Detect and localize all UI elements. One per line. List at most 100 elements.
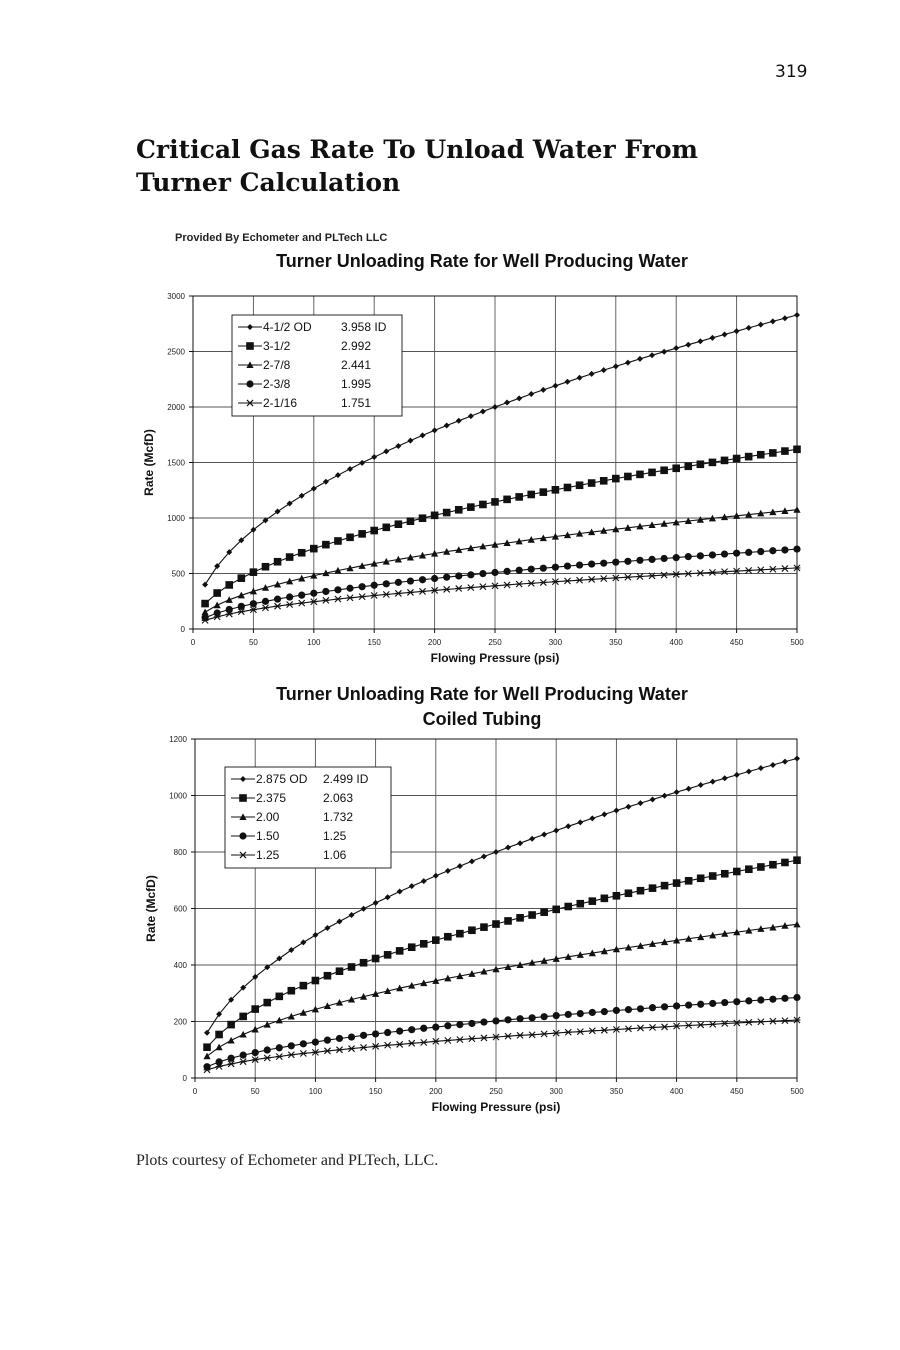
data-point xyxy=(262,517,269,524)
data-point xyxy=(286,577,294,585)
plot-border xyxy=(192,295,798,630)
data-point xyxy=(249,606,257,614)
data-point xyxy=(432,977,440,984)
data-point xyxy=(322,587,330,596)
data-point xyxy=(672,464,680,473)
data-point xyxy=(395,442,402,449)
data-point xyxy=(372,899,379,906)
data-point xyxy=(358,583,366,591)
data-point xyxy=(359,993,368,1000)
data-point xyxy=(299,1049,307,1057)
data-point xyxy=(227,1054,235,1062)
data-point xyxy=(504,917,512,925)
data-point-stroke xyxy=(237,608,245,616)
data-point xyxy=(348,911,355,918)
data-point xyxy=(793,920,801,928)
data-point xyxy=(430,511,439,520)
data-point xyxy=(322,596,330,604)
data-point xyxy=(225,581,234,589)
data-point xyxy=(673,936,681,944)
data-point xyxy=(467,571,475,579)
data-point-stroke xyxy=(709,1020,717,1028)
y-tick-label: 400 xyxy=(174,961,188,970)
data-point-stroke xyxy=(311,1048,319,1056)
plot-border xyxy=(194,738,798,1079)
data-point xyxy=(733,512,741,519)
data-point-stroke xyxy=(697,1021,705,1029)
data-point xyxy=(468,970,476,977)
data-point xyxy=(406,588,414,596)
data-point xyxy=(697,338,704,345)
series-5 xyxy=(203,1016,801,1074)
data-point xyxy=(793,506,801,513)
data-point-stroke xyxy=(372,1042,380,1050)
data-point xyxy=(262,604,269,612)
data-point xyxy=(744,452,753,461)
data-point xyxy=(637,1024,644,1032)
data-point xyxy=(720,513,729,521)
data-point xyxy=(540,908,548,916)
data-point xyxy=(286,593,294,601)
data-point xyxy=(708,551,717,559)
data-point-stroke xyxy=(384,1041,392,1049)
data-point xyxy=(347,1033,356,1041)
data-point xyxy=(757,996,765,1004)
data-point-stroke xyxy=(492,1033,500,1041)
data-point xyxy=(249,600,257,608)
data-point xyxy=(226,549,233,556)
data-point xyxy=(384,1041,392,1049)
chart-coiled-tubing: Turner Unloading Rate for Well Producing… xyxy=(144,684,804,1114)
data-point xyxy=(455,417,462,424)
data-point-stroke xyxy=(432,1037,440,1045)
data-point xyxy=(323,1036,332,1044)
data-point xyxy=(527,490,536,499)
data-point-stroke xyxy=(576,1028,584,1036)
x-tick-label: 400 xyxy=(670,638,684,647)
x-tick-label: 50 xyxy=(249,638,258,647)
data-point-stroke xyxy=(527,579,535,587)
x-tick-label: 150 xyxy=(369,1087,383,1096)
data-point xyxy=(480,1034,488,1042)
data-point xyxy=(696,569,704,577)
data-point xyxy=(624,557,632,565)
data-point xyxy=(504,1032,512,1040)
data-point xyxy=(588,528,596,536)
x-tick-label: 300 xyxy=(550,1087,564,1096)
data-point-stroke xyxy=(456,1036,464,1044)
data-point xyxy=(661,348,668,355)
data-point xyxy=(600,1026,608,1034)
data-point-stroke xyxy=(516,1031,524,1039)
data-point xyxy=(720,456,729,465)
data-point xyxy=(516,961,524,969)
data-point xyxy=(239,1012,247,1021)
data-point xyxy=(359,459,366,466)
data-point-stroke xyxy=(443,585,451,593)
data-point xyxy=(225,605,233,614)
data-point-stroke xyxy=(251,1056,259,1064)
data-point xyxy=(360,905,367,912)
data-point xyxy=(334,537,342,545)
legend-marker xyxy=(239,813,247,821)
data-point xyxy=(287,1012,295,1020)
data-point xyxy=(263,1021,271,1028)
data-point xyxy=(432,1023,440,1031)
data-point xyxy=(781,858,789,867)
y-tick-label: 1000 xyxy=(169,792,187,801)
data-point xyxy=(288,947,295,954)
x-tick-label: 0 xyxy=(193,1087,198,1096)
data-point xyxy=(564,1010,572,1019)
data-point xyxy=(697,782,704,789)
data-point xyxy=(213,609,221,617)
data-point xyxy=(334,566,342,574)
data-point xyxy=(793,445,801,454)
data-point xyxy=(612,945,620,953)
data-point xyxy=(396,888,403,895)
data-point xyxy=(287,1051,295,1059)
series-1 xyxy=(202,311,800,588)
data-point xyxy=(407,943,416,952)
data-point xyxy=(275,1016,283,1024)
data-point xyxy=(769,318,776,325)
data-point xyxy=(587,479,596,487)
data-point xyxy=(334,472,341,479)
data-point xyxy=(757,1018,765,1026)
